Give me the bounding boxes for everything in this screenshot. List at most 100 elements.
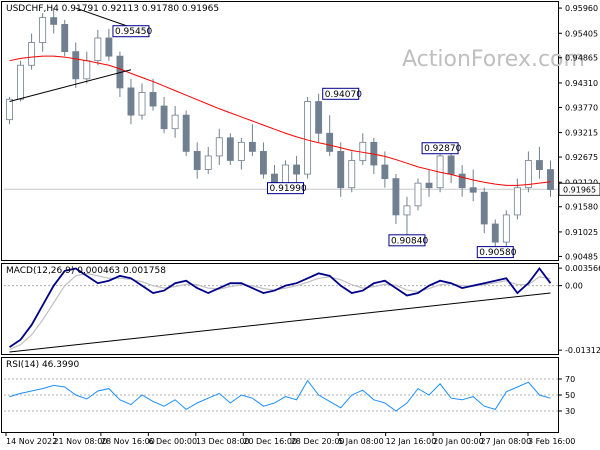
macd-tick-label: 0.003566 (565, 264, 600, 273)
moving-average-line (9, 55, 551, 186)
candle-body (149, 92, 157, 107)
candle-body (315, 101, 323, 134)
macd-panel-frame (1, 263, 559, 355)
macd-tick-label: -0.013125 (565, 346, 600, 355)
candle-body (171, 114, 179, 130)
time-tick-label: 13 Dec 08:00 (196, 437, 250, 446)
rsi-panel-header: RSI(14) 46.3990 (6, 360, 79, 370)
candle-body (6, 98, 13, 121)
time-tick-label: 28 Nov 16:00 (101, 437, 155, 446)
price-tick-label: 0.95960 (565, 4, 598, 13)
price-tick-label: 0.90485 (565, 252, 598, 261)
rsi-axis-ticks: 70 50 30 (558, 375, 575, 416)
macd-trendline (9, 292, 551, 353)
time-tick-label: 21 Nov 08:00 (53, 437, 107, 446)
candle-body (536, 160, 543, 170)
macd-main-line (9, 266, 552, 348)
watermark: ActionForex.com (402, 47, 585, 72)
candle-body (271, 173, 278, 184)
level-label-box (322, 87, 360, 100)
level-label-box (267, 182, 305, 195)
time-tick-label: 27 Jan 08:00 (481, 437, 532, 446)
rsi-line (9, 379, 551, 412)
price-tick-label: 0.92675 (565, 153, 598, 162)
price-tick-label: 0.93215 (565, 129, 598, 138)
candle-body (138, 92, 146, 116)
candle-body (127, 87, 135, 116)
candle-body (293, 164, 300, 175)
level-label: 0.94070 (325, 90, 362, 100)
candle-body (204, 155, 212, 170)
candle-body (326, 132, 334, 152)
current-price-box (558, 182, 600, 196)
macd-lines (9, 266, 552, 353)
price-tick-label: 0.93770 (565, 103, 598, 112)
level-labels: 0.95450 0.94070 0.91990 0.92870 0.90840 0.905… (112, 25, 517, 259)
level-label: 0.91990 (270, 184, 307, 194)
candle-body (480, 191, 488, 225)
candle-body (513, 187, 521, 216)
candle-body (348, 160, 356, 189)
candle-body (502, 214, 510, 243)
price-axis-ticks: 0.95960 0.95405 0.94865 0.94310 0.93770 0.932… (558, 4, 600, 261)
candle-body (215, 137, 223, 157)
candle-body (182, 114, 190, 152)
candle-body (160, 105, 168, 130)
rsi-line (9, 379, 551, 412)
macd-axis-ticks: 0.003566 0.00 -0.013125 (558, 264, 600, 355)
candle-body (28, 42, 36, 66)
candle-body (260, 151, 267, 175)
candle-body (282, 164, 289, 184)
price-tick-label: 0.91580 (565, 203, 598, 212)
candle-body (39, 17, 47, 43)
level-label: 0.92870 (424, 144, 461, 154)
rsi-tick-label: 70 (565, 375, 575, 384)
candle-body (425, 182, 433, 189)
candle-body (447, 155, 455, 175)
candle-body (83, 60, 91, 80)
price-tick-label: 0.91025 (565, 228, 598, 237)
price-tick-label: 0.95405 (565, 29, 598, 38)
macd-tick-label: 0.00 (565, 282, 583, 291)
level-label-box (476, 246, 514, 259)
time-tick-label: 20 Dec 16:00 (243, 437, 297, 446)
candle-body (403, 205, 411, 216)
price-panel-frame (1, 1, 559, 261)
candle-body (414, 182, 422, 207)
current-price-label: 0.91965 (563, 185, 596, 194)
candle-body (105, 37, 113, 57)
candle-body (304, 101, 312, 175)
candles (6, 8, 554, 253)
price-tick-label: 0.92120 (565, 178, 598, 187)
candle-body (337, 151, 345, 189)
time-tick-label: 12 Jan 16:00 (386, 437, 437, 446)
candle-body (72, 51, 80, 80)
level-label: 0.95450 (115, 27, 152, 37)
candle-body (237, 141, 245, 161)
candle-body (524, 160, 532, 189)
time-tick-label: 20 Jan 00:00 (433, 437, 484, 446)
candle-body (381, 164, 389, 180)
candle-body (61, 24, 69, 53)
candle-body (547, 169, 554, 190)
moving-average (9, 55, 551, 186)
candle-body (226, 137, 234, 161)
rsi-gridlines (4, 378, 558, 412)
price-panel-header: USDCHF,H4 0.91791 0.92113 0.91780 0.9196… (6, 4, 219, 14)
time-tick-label: 3 Feb 16:00 (528, 437, 575, 446)
macd-panel-header: MACD(12,26,9) 0.000463 0.001758 (6, 266, 166, 276)
candle-body (359, 141, 367, 161)
time-tick-label: 28 Dec 20:00 (291, 437, 345, 446)
rsi-tick-label: 30 (565, 407, 575, 416)
candle-body (392, 178, 400, 216)
level-label-box (421, 142, 459, 155)
level-label-box (112, 25, 150, 38)
level-label: 0.90840 (391, 236, 428, 246)
candle-body (491, 223, 499, 243)
time-tick-label: 14 Nov 2022 (6, 437, 57, 446)
level-label-box (388, 234, 426, 247)
candle-body (17, 64, 24, 100)
candle-body (193, 151, 201, 170)
